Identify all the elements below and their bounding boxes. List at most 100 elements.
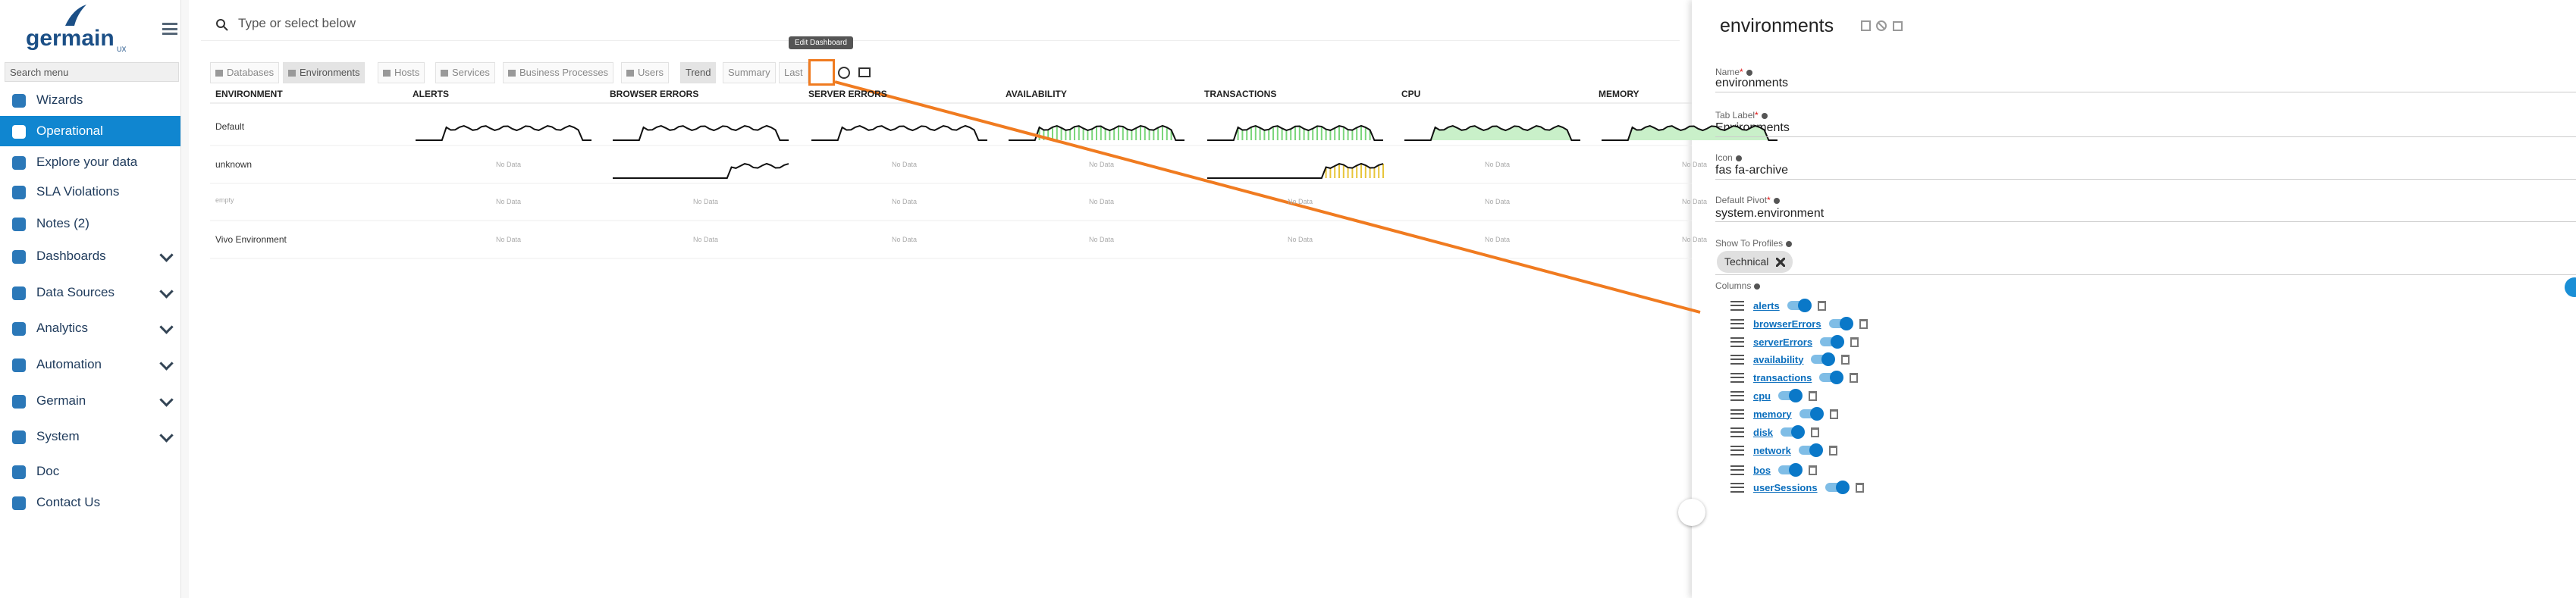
field-value[interactable]: fas fa-archive (1715, 164, 1789, 177)
chevron (159, 248, 174, 262)
column-name[interactable]: network (1753, 444, 1791, 456)
menu-item[interactable]: Dashboards (0, 241, 180, 271)
drag-handle[interactable] (1730, 445, 1744, 456)
menu-item[interactable]: Contact Us (0, 487, 180, 518)
menu-item[interactable]: System (0, 421, 180, 452)
menu-label: Germain (36, 393, 86, 408)
toggle[interactable] (1799, 407, 1824, 421)
delete-icon[interactable] (1850, 337, 1859, 347)
field-label-text: Show To Profiles (1715, 238, 1784, 249)
menu-item[interactable]: Germain (0, 386, 180, 416)
column-name[interactable]: cpu (1753, 390, 1771, 402)
tab[interactable]: Business Processes (503, 62, 614, 83)
delete-icon[interactable] (1841, 354, 1850, 365)
menu-icon (12, 321, 26, 336)
field-value[interactable]: Environments (1715, 121, 1790, 134)
menu-item[interactable]: Operational (0, 116, 180, 146)
drag-handle[interactable] (1730, 318, 1744, 329)
drag-handle[interactable] (1730, 465, 1744, 475)
column-header: MEMORY (1599, 89, 1639, 99)
column-name[interactable]: memory (1753, 408, 1792, 420)
field-value[interactable]: environments (1715, 77, 1789, 89)
menu-icon (12, 217, 26, 231)
collapse-button[interactable] (1678, 499, 1705, 526)
delete-icon[interactable] (1828, 445, 1837, 456)
drag-handle[interactable] (1730, 337, 1744, 347)
delete-icon[interactable] (1829, 409, 1838, 419)
drag-handle[interactable] (1730, 482, 1744, 493)
drag-handle[interactable] (1730, 354, 1744, 365)
tab[interactable]: Services (435, 62, 495, 83)
tab[interactable]: Trend (680, 62, 717, 83)
tab-label: Summary (728, 67, 770, 78)
drag-handle[interactable] (1730, 372, 1744, 383)
menu-item[interactable]: Analytics (0, 313, 180, 343)
no-data: No Data (1682, 236, 1708, 243)
menu-icon (12, 465, 26, 479)
delete-icon[interactable] (1817, 300, 1826, 311)
column-name[interactable]: userSessions (1753, 481, 1818, 493)
column-name[interactable]: transactions (1753, 371, 1812, 384)
search-bar[interactable]: Type or select below (201, 8, 1680, 41)
menu-label: SLA Violations (36, 184, 120, 199)
column-item: serverErrors (1730, 333, 1859, 350)
edit-button[interactable] (808, 59, 835, 86)
column-item: userSessions (1730, 479, 1864, 496)
search-menu[interactable]: Search menu (5, 62, 179, 82)
toggle[interactable] (1825, 481, 1850, 494)
menu-label: Wizards (36, 92, 83, 107)
menu-item[interactable]: Doc (0, 456, 180, 487)
column-name[interactable]: disk (1753, 426, 1774, 438)
drag-handle[interactable] (1730, 409, 1744, 419)
toggle[interactable] (1798, 443, 1823, 457)
toggle[interactable] (1787, 299, 1812, 312)
tab[interactable]: Summary (723, 62, 776, 83)
tab[interactable]: Databases (210, 62, 280, 83)
profile-chip[interactable]: Technical (1717, 251, 1793, 273)
column-name[interactable]: alerts (1753, 299, 1780, 312)
delete-icon[interactable] (1850, 372, 1859, 383)
menu-item[interactable]: Notes (2) (0, 208, 180, 239)
no-data: No Data (1288, 236, 1313, 243)
column-name[interactable]: availability (1753, 353, 1804, 365)
tab-label: Business Processes (519, 67, 609, 78)
add-button[interactable] (2565, 277, 2576, 297)
menu-item[interactable]: Data Sources (0, 277, 180, 308)
help-icon (1735, 155, 1742, 161)
tab[interactable]: Hosts (378, 62, 425, 83)
toggle[interactable] (1781, 425, 1806, 439)
sidebar: germain UX Search menu Wizards Operationa… (0, 0, 181, 598)
field-value[interactable]: system.environment (1715, 207, 1825, 220)
menu-icon (12, 394, 26, 409)
tab[interactable]: Users (621, 62, 669, 83)
drag-handle[interactable] (1730, 427, 1744, 437)
menu-item[interactable]: Explore your data (0, 147, 180, 177)
toggle[interactable] (1811, 352, 1836, 366)
drag-handle[interactable] (1730, 300, 1744, 311)
drag-handle[interactable] (1730, 390, 1744, 401)
tab[interactable]: Last (779, 62, 808, 83)
tab-label: Last (784, 67, 803, 78)
no-data: No Data (1485, 236, 1511, 243)
delete-icon[interactable] (1855, 482, 1864, 493)
chip-remove[interactable] (1776, 258, 1786, 268)
delete-icon[interactable] (1859, 318, 1868, 329)
menu-item[interactable]: Wizards (0, 85, 180, 115)
toggle[interactable] (1778, 463, 1803, 477)
column-name[interactable]: browserErrors (1753, 318, 1821, 330)
delete-icon[interactable] (1811, 427, 1820, 437)
hamburger[interactable] (162, 23, 177, 35)
toggle[interactable] (1778, 389, 1803, 402)
tab[interactable]: Environments (283, 62, 366, 83)
tab-label: Databases (227, 67, 275, 78)
menu-item[interactable]: Automation (0, 349, 180, 380)
toggle[interactable] (1828, 317, 1853, 330)
delete-icon[interactable] (1809, 390, 1818, 401)
menu-item[interactable]: SLA Violations (0, 177, 180, 207)
toggle[interactable] (1820, 335, 1845, 349)
toggle[interactable] (1819, 371, 1844, 384)
column-name[interactable]: bos (1753, 464, 1771, 476)
delete-icon[interactable] (1809, 465, 1818, 475)
column-name[interactable]: serverErrors (1753, 336, 1813, 348)
field-label: Show To Profiles (1715, 238, 1793, 249)
